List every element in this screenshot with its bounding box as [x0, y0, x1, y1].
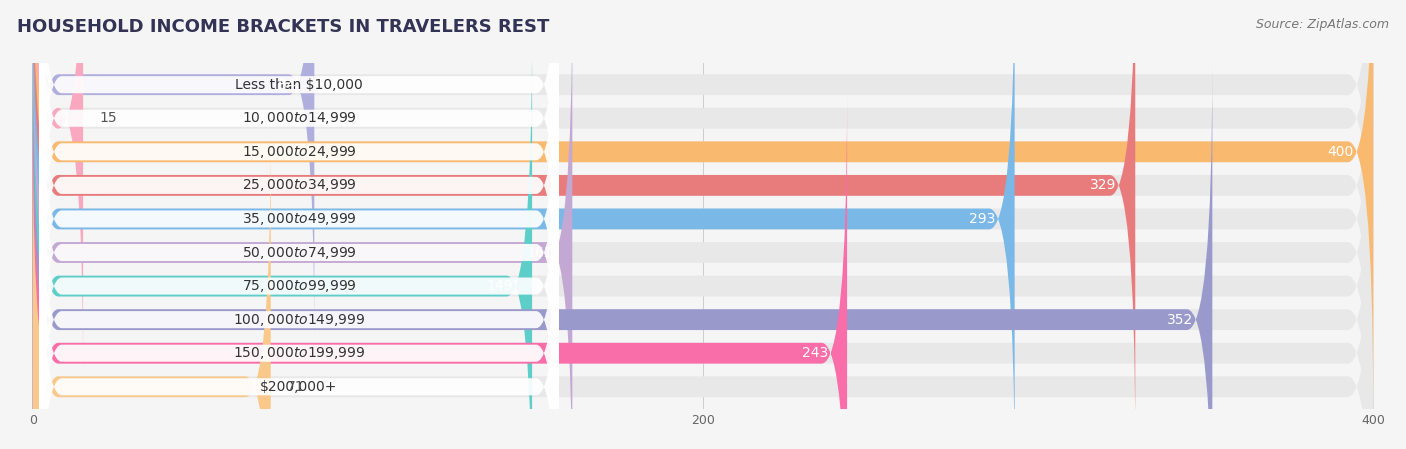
Text: $50,000 to $74,999: $50,000 to $74,999 [242, 245, 356, 260]
FancyBboxPatch shape [32, 95, 846, 449]
Text: $25,000 to $34,999: $25,000 to $34,999 [242, 177, 356, 194]
Text: $15,000 to $24,999: $15,000 to $24,999 [242, 144, 356, 160]
Text: 15: 15 [98, 111, 117, 125]
FancyBboxPatch shape [39, 93, 558, 449]
FancyBboxPatch shape [32, 0, 1374, 410]
FancyBboxPatch shape [32, 0, 1015, 449]
FancyBboxPatch shape [32, 0, 315, 343]
FancyBboxPatch shape [32, 95, 1374, 449]
FancyBboxPatch shape [32, 0, 1374, 449]
Text: 293: 293 [969, 212, 995, 226]
Text: 243: 243 [801, 346, 828, 360]
FancyBboxPatch shape [32, 0, 1374, 444]
Text: $35,000 to $49,999: $35,000 to $49,999 [242, 211, 356, 227]
FancyBboxPatch shape [32, 0, 1374, 410]
FancyBboxPatch shape [32, 129, 271, 449]
FancyBboxPatch shape [39, 60, 558, 449]
Text: HOUSEHOLD INCOME BRACKETS IN TRAVELERS REST: HOUSEHOLD INCOME BRACKETS IN TRAVELERS R… [17, 18, 550, 36]
FancyBboxPatch shape [39, 160, 558, 449]
Text: $150,000 to $199,999: $150,000 to $199,999 [232, 345, 366, 361]
Text: Less than $10,000: Less than $10,000 [235, 78, 363, 92]
FancyBboxPatch shape [39, 127, 558, 449]
Text: $200,000+: $200,000+ [260, 380, 337, 394]
Text: 84: 84 [277, 78, 295, 92]
FancyBboxPatch shape [32, 129, 1374, 449]
FancyBboxPatch shape [39, 0, 558, 445]
FancyBboxPatch shape [39, 0, 558, 412]
Text: 161: 161 [526, 246, 553, 260]
FancyBboxPatch shape [32, 0, 1374, 449]
Text: $10,000 to $14,999: $10,000 to $14,999 [242, 110, 356, 126]
FancyBboxPatch shape [32, 28, 531, 449]
FancyBboxPatch shape [39, 0, 558, 345]
FancyBboxPatch shape [39, 0, 558, 378]
Text: 352: 352 [1167, 313, 1194, 326]
FancyBboxPatch shape [32, 0, 572, 449]
Text: $100,000 to $149,999: $100,000 to $149,999 [232, 312, 366, 328]
FancyBboxPatch shape [39, 26, 558, 449]
FancyBboxPatch shape [39, 0, 558, 311]
FancyBboxPatch shape [32, 62, 1212, 449]
Text: Source: ZipAtlas.com: Source: ZipAtlas.com [1256, 18, 1389, 31]
Text: 329: 329 [1090, 178, 1116, 192]
FancyBboxPatch shape [32, 28, 1374, 449]
FancyBboxPatch shape [32, 0, 83, 376]
FancyBboxPatch shape [32, 0, 1135, 444]
FancyBboxPatch shape [32, 0, 1374, 376]
FancyBboxPatch shape [32, 62, 1374, 449]
FancyBboxPatch shape [32, 0, 1374, 343]
Text: $75,000 to $99,999: $75,000 to $99,999 [242, 278, 356, 294]
Text: 400: 400 [1327, 145, 1354, 159]
Text: 149: 149 [486, 279, 513, 293]
Text: 71: 71 [287, 380, 304, 394]
